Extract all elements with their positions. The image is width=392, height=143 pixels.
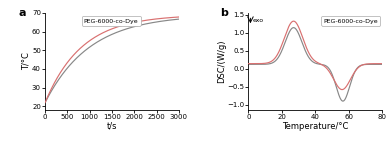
Legend: PEG-6000-co-Dye: PEG-6000-co-Dye	[82, 16, 141, 26]
Text: b: b	[220, 8, 228, 18]
X-axis label: t/s: t/s	[107, 122, 117, 131]
Text: a: a	[18, 8, 26, 18]
Text: exo: exo	[252, 18, 264, 23]
Y-axis label: DSC/(W/g): DSC/(W/g)	[217, 40, 226, 83]
Legend: PEG-6000-co-Dye: PEG-6000-co-Dye	[321, 16, 380, 26]
X-axis label: Temperature/°C: Temperature/°C	[282, 122, 348, 131]
Y-axis label: T/°C: T/°C	[22, 53, 31, 70]
